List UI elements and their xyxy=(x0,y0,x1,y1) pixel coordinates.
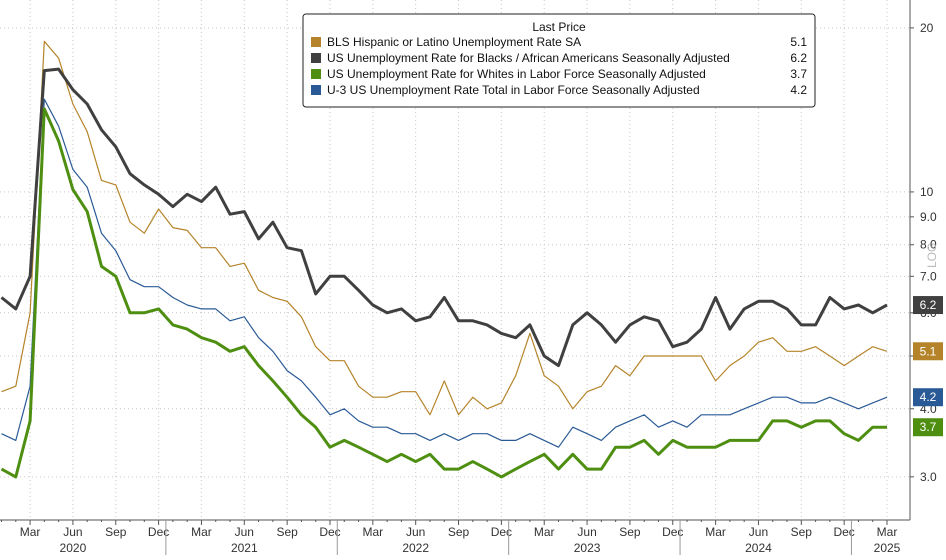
legend-value: 5.1 xyxy=(790,35,807,49)
legend-value: 6.2 xyxy=(790,51,807,65)
x-tick-label: Jun xyxy=(749,525,768,539)
legend-value: 4.2 xyxy=(790,83,807,97)
legend-swatch xyxy=(311,85,321,95)
series-line xyxy=(0,107,887,479)
y-tick-label: 3.0 xyxy=(920,470,937,484)
x-year-label: 2023 xyxy=(574,541,601,555)
y-tick-label: 20 xyxy=(920,21,934,35)
series-line xyxy=(1,40,888,416)
series-line xyxy=(0,67,888,368)
x-tick-label: Jun xyxy=(406,525,425,539)
x-year-label: 2022 xyxy=(402,541,429,555)
last-value-tag xyxy=(913,388,943,407)
x-tick-label: Mar xyxy=(877,525,898,539)
last-value-tag xyxy=(913,418,943,437)
x-tick-label: Sep xyxy=(791,525,813,539)
x-tick-label: Dec xyxy=(319,525,340,539)
last-value-tag xyxy=(913,342,943,361)
x-tick-label: Sep xyxy=(619,525,641,539)
x-tick-label: Dec xyxy=(662,525,683,539)
x-tick-label: Jun xyxy=(577,525,596,539)
x-tick-label: Sep xyxy=(448,525,470,539)
x-tick-label: Mar xyxy=(705,525,726,539)
last-value-label: 4.2 xyxy=(920,390,937,404)
legend-label: U-3 US Unemployment Rate Total in Labor … xyxy=(327,83,700,97)
y-tick-label: 7.0 xyxy=(920,269,937,283)
y-tick-label: 8.0 xyxy=(920,238,937,252)
last-value-label: 3.7 xyxy=(920,420,937,434)
x-tick-label: Mar xyxy=(191,525,212,539)
last-value-tag xyxy=(913,296,943,315)
x-year-label: 2024 xyxy=(745,541,772,555)
last-value-label: 6.2 xyxy=(920,298,937,312)
y-tick-label: 9.0 xyxy=(920,210,937,224)
legend-box xyxy=(302,13,816,108)
x-tick-label: Sep xyxy=(105,525,127,539)
series-line xyxy=(1,98,888,448)
x-tick-label: Dec xyxy=(491,525,512,539)
legend-label: US Unemployment Rate for Whites in Labor… xyxy=(327,67,706,81)
x-tick-label: Dec xyxy=(148,525,169,539)
legend-title: Last Price xyxy=(532,20,586,34)
legend-swatch xyxy=(311,37,321,47)
x-tick-label: Mar xyxy=(534,525,555,539)
scale-label: LOG xyxy=(925,243,939,268)
legend-swatch xyxy=(311,69,321,79)
y-tick-label: 10 xyxy=(920,185,934,199)
last-value-label: 5.1 xyxy=(920,344,937,358)
x-year-label: 2021 xyxy=(231,541,258,555)
x-tick-label: Dec xyxy=(833,525,854,539)
x-tick-label: Sep xyxy=(276,525,298,539)
x-year-label: 2025 xyxy=(874,541,901,555)
x-tick-label: Jun xyxy=(235,525,254,539)
legend-value: 3.7 xyxy=(790,67,807,81)
x-year-label: 2020 xyxy=(60,541,87,555)
x-tick-label: Mar xyxy=(363,525,384,539)
legend-label: BLS Hispanic or Latino Unemployment Rate… xyxy=(327,35,581,49)
legend-swatch xyxy=(311,53,321,63)
x-tick-label: Mar xyxy=(20,525,41,539)
legend-label: US Unemployment Rate for Blacks / Africa… xyxy=(327,51,730,65)
x-tick-label: Jun xyxy=(63,525,82,539)
